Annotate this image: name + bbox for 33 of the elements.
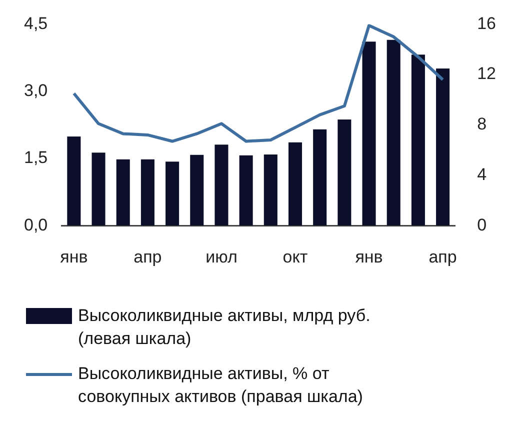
bar bbox=[67, 136, 81, 226]
bar bbox=[264, 154, 278, 226]
y2-tick-label: 8 bbox=[477, 114, 487, 134]
bar bbox=[338, 120, 352, 226]
y2-tick-label: 12 bbox=[477, 64, 496, 84]
legend-label: Высоколиквидные активы, млрд руб. (левая шкала) bbox=[78, 305, 372, 350]
bar bbox=[92, 152, 106, 226]
bar bbox=[436, 68, 450, 226]
x-tick-label: окт bbox=[282, 247, 308, 266]
bar bbox=[190, 154, 204, 226]
y-tick-label: 3,0 bbox=[24, 81, 48, 100]
legend-label: Высоколиквидные активы, % от совокупных активов (правая шкала) bbox=[78, 363, 364, 408]
x-tick-label: июл bbox=[206, 247, 238, 266]
bar bbox=[166, 162, 180, 226]
x-tick-label: апр bbox=[134, 247, 162, 266]
bar bbox=[362, 42, 376, 226]
bar bbox=[411, 54, 425, 226]
y2-tick-label: 0 bbox=[477, 215, 487, 234]
y-tick-label: 4,5 bbox=[24, 14, 48, 33]
x-tick-label: янв bbox=[355, 247, 383, 266]
y2-tick-label: 16 bbox=[477, 14, 496, 33]
bar bbox=[140, 159, 154, 226]
y-tick-label: 1,5 bbox=[24, 148, 48, 168]
bar bbox=[313, 129, 327, 226]
bar bbox=[239, 155, 253, 226]
x-tick-label: янв bbox=[60, 247, 88, 266]
y-tick-label: 0,0 bbox=[24, 215, 48, 234]
bar bbox=[116, 159, 130, 226]
y2-tick-label: 4 bbox=[477, 164, 487, 184]
bar bbox=[386, 40, 400, 226]
bar bbox=[214, 144, 228, 226]
bar bbox=[288, 142, 302, 226]
x-tick-label: апр bbox=[428, 247, 457, 266]
